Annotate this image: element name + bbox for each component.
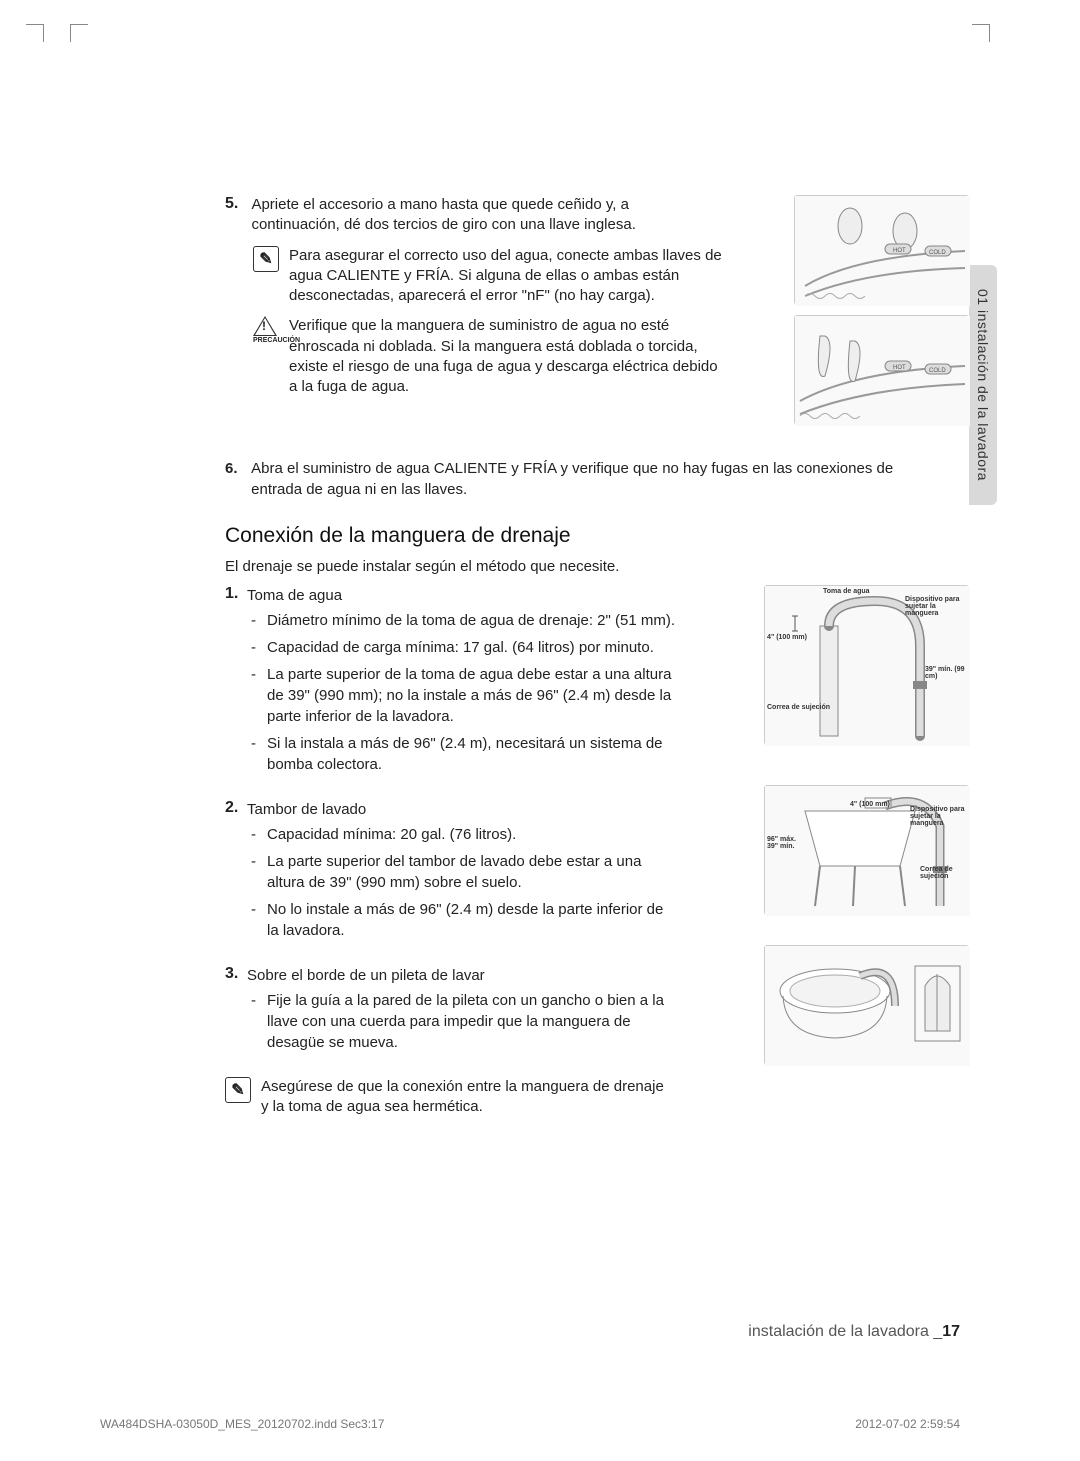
svg-text:COLD: COLD <box>929 368 946 374</box>
item-number: 3. <box>225 965 247 983</box>
bullet: Capacidad de carga mínima: 17 gal. (64 l… <box>247 637 677 658</box>
svg-text:HOT: HOT <box>893 365 906 371</box>
item-title: Sobre el borde de un pileta de lavar <box>247 965 677 986</box>
caution-icon: ! PRECAUCIÓN <box>253 316 279 397</box>
figure-faucet-connect-top: HOT COLD <box>794 195 969 305</box>
note-text: Para asegurar el correcto uso del agua, … <box>289 246 723 307</box>
step-number: 6. <box>225 459 247 479</box>
step-text: Abra el suministro de agua CALIENTE y FR… <box>251 459 939 500</box>
note-row: ✎ Para asegurar el correcto uso del agua… <box>253 246 723 307</box>
footer-indd: WA484DSHA-03050D_MES_20120702.indd Sec3:… <box>100 1417 384 1431</box>
svg-text:HOT: HOT <box>893 248 906 254</box>
item-title: Tambor de lavado <box>247 799 677 820</box>
item-number: 2. <box>225 799 247 817</box>
drain-item: 3.Sobre el borde de un pileta de lavar Fi… <box>225 965 955 1059</box>
figure-faucet-connect-bottom: HOT COLD <box>794 315 969 425</box>
crop-mark <box>972 24 990 42</box>
section-tab-label: 01 instalación de la lavadora <box>975 289 991 481</box>
footer-title: instalación de la lavadora _17 <box>748 1323 960 1341</box>
bullet: Fije la guía a la pared de la pileta con… <box>247 990 677 1053</box>
section-tab: 01 instalación de la lavadora <box>969 265 997 505</box>
crop-mark <box>70 24 88 42</box>
page-content: 01 instalación de la lavadora HOT COLD <box>225 195 955 1117</box>
footer-timestamp: 2012-07-02 2:59:54 <box>855 1417 960 1431</box>
item-bullets: Capacidad mínima: 20 gal. (76 litros). La… <box>247 824 677 941</box>
bullet: Si la instala a más de 96" (2.4 m), nece… <box>247 733 677 775</box>
note-icon: ✎ <box>225 1077 251 1103</box>
caution-text: Verifique que la manguera de suministro … <box>289 316 723 397</box>
item-body: Sobre el borde de un pileta de lavar Fije… <box>247 965 677 1059</box>
final-note-text: Asegúrese de que la conexión entre la ma… <box>261 1077 665 1118</box>
bullet: Capacidad mínima: 20 gal. (76 litros). <box>247 824 677 845</box>
item-bullets: Fije la guía a la pared de la pileta con… <box>247 990 677 1053</box>
item-title: Toma de agua <box>247 585 677 606</box>
item-bullets: Diámetro mínimo de la toma de agua de dr… <box>247 610 677 775</box>
step-text: Apriete el accesorio a mano hasta que qu… <box>251 195 721 236</box>
bullet: Diámetro mínimo de la toma de agua de dr… <box>247 610 677 631</box>
note-icon: ✎ <box>253 246 279 272</box>
item-body: Tambor de lavado Capacidad mínima: 20 gal… <box>247 799 677 947</box>
bullet: La parte superior del tambor de lavado d… <box>247 851 677 893</box>
item-number: 1. <box>225 585 247 603</box>
svg-text:COLD: COLD <box>929 250 946 256</box>
drain-item: 1.Toma de agua Diámetro mínimo de la toma… <box>225 585 955 781</box>
step-6: 6. Abra el suministro de agua CALIENTE y… <box>225 459 955 500</box>
final-note: ✎ Asegúrese de que la conexión entre la … <box>225 1077 665 1118</box>
bullet: No lo instale a más de 96" (2.4 m) desde… <box>247 899 677 941</box>
drain-list: 1.Toma de agua Diámetro mínimo de la toma… <box>225 585 955 1059</box>
step-number: 5. <box>225 195 247 213</box>
intro-text: El drenaje se puede instalar según el mé… <box>225 558 955 575</box>
drain-item: 2.Tambor de lavado Capacidad mínima: 20 g… <box>225 799 955 947</box>
bullet: La parte superior de la toma de agua deb… <box>247 664 677 727</box>
item-body: Toma de agua Diámetro mínimo de la toma d… <box>247 585 677 781</box>
subheading: Conexión de la manguera de drenaje <box>225 524 955 548</box>
crop-mark <box>26 24 44 42</box>
caution-row: ! PRECAUCIÓN Verifique que la manguera d… <box>253 316 723 397</box>
